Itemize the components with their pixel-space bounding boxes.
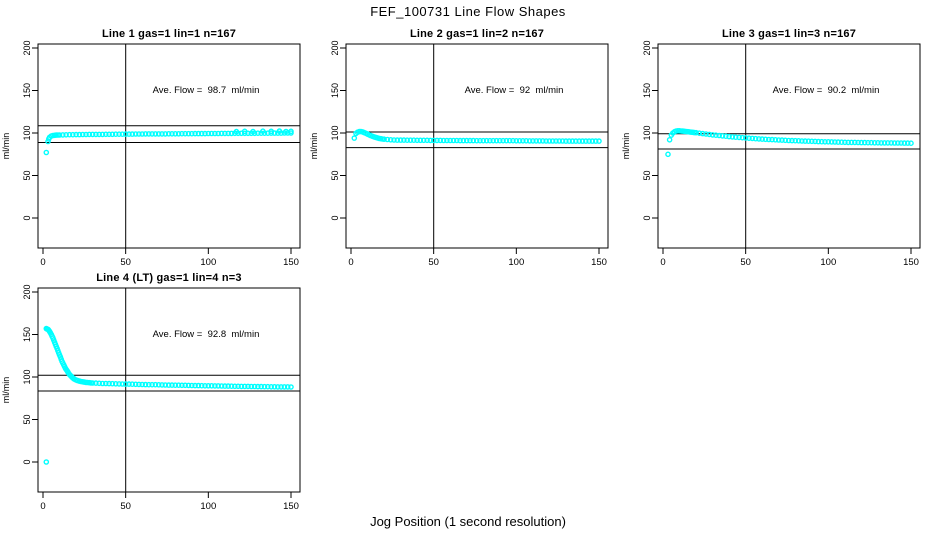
y-tick-label: 0 xyxy=(22,459,32,464)
plot-box xyxy=(37,43,301,249)
y-tick-label: 150 xyxy=(22,327,32,342)
data-points-series xyxy=(665,128,914,158)
x-tick-label: 150 xyxy=(283,257,299,266)
y-tick-label: 100 xyxy=(22,369,32,384)
x-tick-label: 150 xyxy=(903,257,919,266)
x-tick-label: 150 xyxy=(283,501,299,510)
data-points-series xyxy=(351,128,602,144)
y-tick-label: 0 xyxy=(22,215,32,220)
ave-flow-annotation: Ave. Flow = 98.7 ml/min xyxy=(153,85,260,96)
x-tick-label: 0 xyxy=(660,257,665,266)
x-axis-label: Jog Position (1 second resolution) xyxy=(370,514,566,529)
y-tick-label: 150 xyxy=(330,83,340,98)
y-axis-title: ml/min xyxy=(621,133,631,160)
x-tick-label: 50 xyxy=(120,257,131,266)
x-tick-label: 0 xyxy=(40,257,45,266)
x-tick-label: 0 xyxy=(40,501,45,510)
panel-2-title: Line 2 gas=1 lin=2 n=167 xyxy=(409,28,545,40)
panel-1-title: Line 1 gas=1 lin=1 n=167 xyxy=(101,28,237,40)
y-tick-label: 50 xyxy=(22,414,32,424)
y-tick-label: 100 xyxy=(642,125,652,140)
panel-line-4: Line 4 (LT) gas=1 lin=4 n=3 0 50 100 150 200… xyxy=(0,270,308,510)
x-tick-label: 100 xyxy=(200,257,216,266)
y-tick-label: 150 xyxy=(22,83,32,98)
page-title: FEF_100731 Line Flow Shapes xyxy=(370,4,566,19)
y-tick-label: 200 xyxy=(22,284,32,299)
panel-4-title: Line 4 (LT) gas=1 lin=4 n=3 xyxy=(96,272,242,284)
ave-flow-annotation: Ave. Flow = 92 ml/min xyxy=(465,85,564,96)
panel-4-plot-canvas: 0 50 100 150 200 0 50 100 150 ml/min Ave. Flow = 9… xyxy=(1,284,301,510)
y-tick-label: 200 xyxy=(330,40,340,55)
x-tick-label: 100 xyxy=(820,257,836,266)
x-tick-label: 50 xyxy=(120,501,131,510)
ave-flow-annotation: Ave. Flow = 90.2 ml/min xyxy=(773,85,880,96)
panel-3-plot-canvas: 0 50 100 150 200 0 50 100 150 ml/min Ave. Flow = 9… xyxy=(621,40,921,266)
plot-box xyxy=(345,43,609,249)
x-tick-label: 0 xyxy=(348,257,353,266)
x-tick-label: 100 xyxy=(508,257,524,266)
y-tick-label: 100 xyxy=(330,125,340,140)
data-points-series xyxy=(43,128,294,156)
plot-box xyxy=(37,287,301,493)
x-tick-label: 50 xyxy=(740,257,751,266)
panel-line-3: Line 3 gas=1 lin=3 n=167 0 50 100 150 200 0 50… xyxy=(620,26,928,266)
panel-3-title: Line 3 gas=1 lin=3 n=167 xyxy=(721,28,857,40)
plot-box xyxy=(657,43,921,249)
y-tick-label: 50 xyxy=(330,170,340,180)
y-tick-label: 200 xyxy=(22,40,32,55)
x-tick-label: 100 xyxy=(200,501,216,510)
y-axis-title: ml/min xyxy=(1,133,11,160)
y-axis-title: ml/min xyxy=(309,133,319,160)
y-tick-label: 0 xyxy=(330,215,340,220)
y-tick-label: 50 xyxy=(642,170,652,180)
x-tick-label: 50 xyxy=(428,257,439,266)
panel-2-plot-canvas: 0 50 100 150 200 0 50 100 150 ml/min Ave. Flow = 9… xyxy=(309,40,609,266)
ave-flow-annotation: Ave. Flow = 92.8 ml/min xyxy=(153,329,260,340)
panel-line-2: Line 2 gas=1 lin=2 n=167 0 50 100 150 200 0 50… xyxy=(308,26,616,266)
y-tick-label: 150 xyxy=(642,83,652,98)
y-tick-label: 0 xyxy=(642,215,652,220)
data-points-series xyxy=(43,325,294,465)
y-tick-label: 50 xyxy=(22,170,32,180)
panel-1-plot-canvas: 0 50 100 150 200 0 50 100 150 ml/min Ave. Flow = 9… xyxy=(1,40,301,266)
y-axis-title: ml/min xyxy=(1,377,11,404)
panel-line-1: Line 1 gas=1 lin=1 n=167 0 50 100 150 200 0 50… xyxy=(0,26,308,266)
y-tick-label: 100 xyxy=(22,125,32,140)
x-tick-label: 150 xyxy=(591,257,607,266)
y-tick-label: 200 xyxy=(642,40,652,55)
